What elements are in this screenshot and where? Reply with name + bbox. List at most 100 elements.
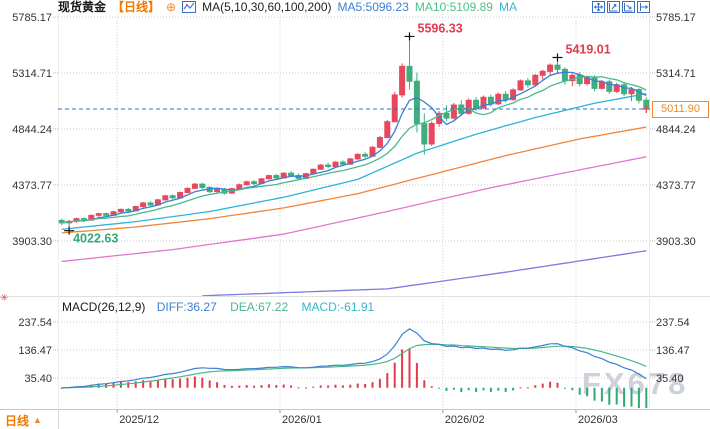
macd-y-label-right: 136.47 (656, 345, 690, 357)
annotation-label: 4022.63 (73, 232, 118, 246)
candle (539, 70, 546, 76)
zoom-in-icon[interactable] (607, 1, 620, 13)
candle (273, 175, 280, 179)
main-y-label-left: 5314.71 (12, 68, 52, 80)
candle (554, 64, 561, 70)
candle (473, 99, 480, 109)
main-y-label-left: 5785.17 (12, 12, 52, 24)
candle (347, 158, 354, 165)
main-y-label-right: 5785.17 (656, 12, 696, 24)
pane-borders (0, 14, 710, 429)
main-y-label-left: 4373.77 (12, 180, 52, 192)
annotation-label: 5596.33 (418, 21, 463, 35)
candle (103, 213, 110, 216)
candle (236, 184, 243, 190)
candle (576, 74, 583, 85)
candle (376, 137, 383, 148)
price-annotations: 5596.33 5419.01 4022.63 (64, 21, 611, 246)
annotation-label: 5419.01 (566, 43, 611, 57)
ma-fast-lines (61, 71, 647, 224)
main-y-label-right: 3903.30 (656, 236, 696, 248)
x-axis-month-label: 2026/01 (282, 414, 322, 426)
candle (339, 161, 346, 165)
candle (413, 80, 420, 125)
candle (125, 208, 132, 212)
pane-settings-icon[interactable]: ✳ (0, 293, 9, 304)
add-indicator-icon[interactable]: ⊕ (166, 0, 177, 14)
macd-params-label: MACD(26,12,9) (62, 300, 146, 314)
candle (214, 188, 221, 193)
candle (621, 84, 628, 95)
ma-settings-label: MA(5,10,30,60,100,200) (202, 0, 332, 14)
candle (569, 74, 576, 82)
main-y-label-left: 4844.24 (12, 124, 52, 136)
main-y-label-right: 5314.71 (656, 68, 696, 80)
candle (510, 89, 517, 101)
candle (58, 219, 65, 224)
latest-icon[interactable] (637, 1, 650, 13)
macd-lines (61, 328, 647, 389)
candle (480, 96, 487, 109)
ma100-line (61, 156, 647, 263)
candle (487, 96, 494, 105)
timeframe-tag: 【日线】 (112, 0, 161, 14)
ma10-value-label: MA10:5109.89 (414, 0, 493, 14)
x-axis-month-label: 2025/12 (119, 414, 159, 426)
macd-y-label-left: 237.54 (18, 317, 52, 329)
ma-more-label: MA (498, 0, 517, 14)
candle (465, 99, 472, 114)
candle (606, 81, 613, 92)
chart-toolbar (592, 1, 650, 13)
x-axis-month-label: 2026/03 (578, 414, 618, 426)
candle (288, 172, 295, 177)
annotation-cross-icon (64, 226, 75, 235)
current-price-line (58, 105, 651, 113)
candle (591, 77, 598, 89)
macd-hist-value: MACD:-61.91 (301, 300, 375, 314)
timeframe-button[interactable]: 日线 ▲ (0, 411, 58, 429)
dea-line (61, 343, 647, 389)
ma200-line (202, 250, 647, 296)
candle (199, 183, 206, 188)
candle (184, 187, 191, 193)
macd-y-label-right: 237.54 (656, 317, 690, 329)
candle (117, 208, 124, 213)
zoom-out-icon[interactable] (622, 1, 635, 13)
candle (140, 202, 147, 208)
macd-histogram (60, 348, 648, 408)
current-price-tag: 5011.90 (652, 100, 709, 118)
macd-diff-value: DIFF:36.27 (156, 300, 217, 314)
candle (517, 80, 524, 91)
line-chart-icon[interactable] (182, 1, 197, 13)
candle (502, 93, 509, 101)
chart-header: 现货黄金 【日线】 ⊕ MA(5,10,30,60,100,200) MA5:5… (58, 0, 517, 14)
main-y-label-right: 4373.77 (656, 180, 696, 192)
macd-y-label-right: 35.40 (656, 373, 684, 385)
candle (251, 181, 258, 185)
timeframe-label: 日线 (5, 413, 30, 428)
candle (362, 153, 369, 157)
main-y-label-left: 3903.30 (12, 236, 52, 248)
candle (391, 94, 398, 123)
candle (169, 195, 176, 199)
candle (162, 195, 169, 201)
candle (384, 121, 391, 139)
candle (406, 65, 413, 82)
candle (635, 89, 642, 101)
candles (58, 39, 650, 227)
move-icon[interactable] (592, 1, 605, 13)
ma-overlay-lines (61, 93, 647, 296)
candle (443, 112, 450, 119)
candle (191, 183, 198, 189)
annotation-cross-icon (404, 32, 415, 41)
last-price-cross-icon (642, 105, 651, 113)
gridlines (53, 14, 655, 413)
candle (325, 164, 332, 168)
ma60-line (61, 126, 647, 234)
candle (495, 93, 502, 105)
candle (243, 181, 250, 186)
main-y-label-right: 4844.24 (656, 124, 696, 136)
symbol-title: 现货黄金 (58, 0, 107, 14)
